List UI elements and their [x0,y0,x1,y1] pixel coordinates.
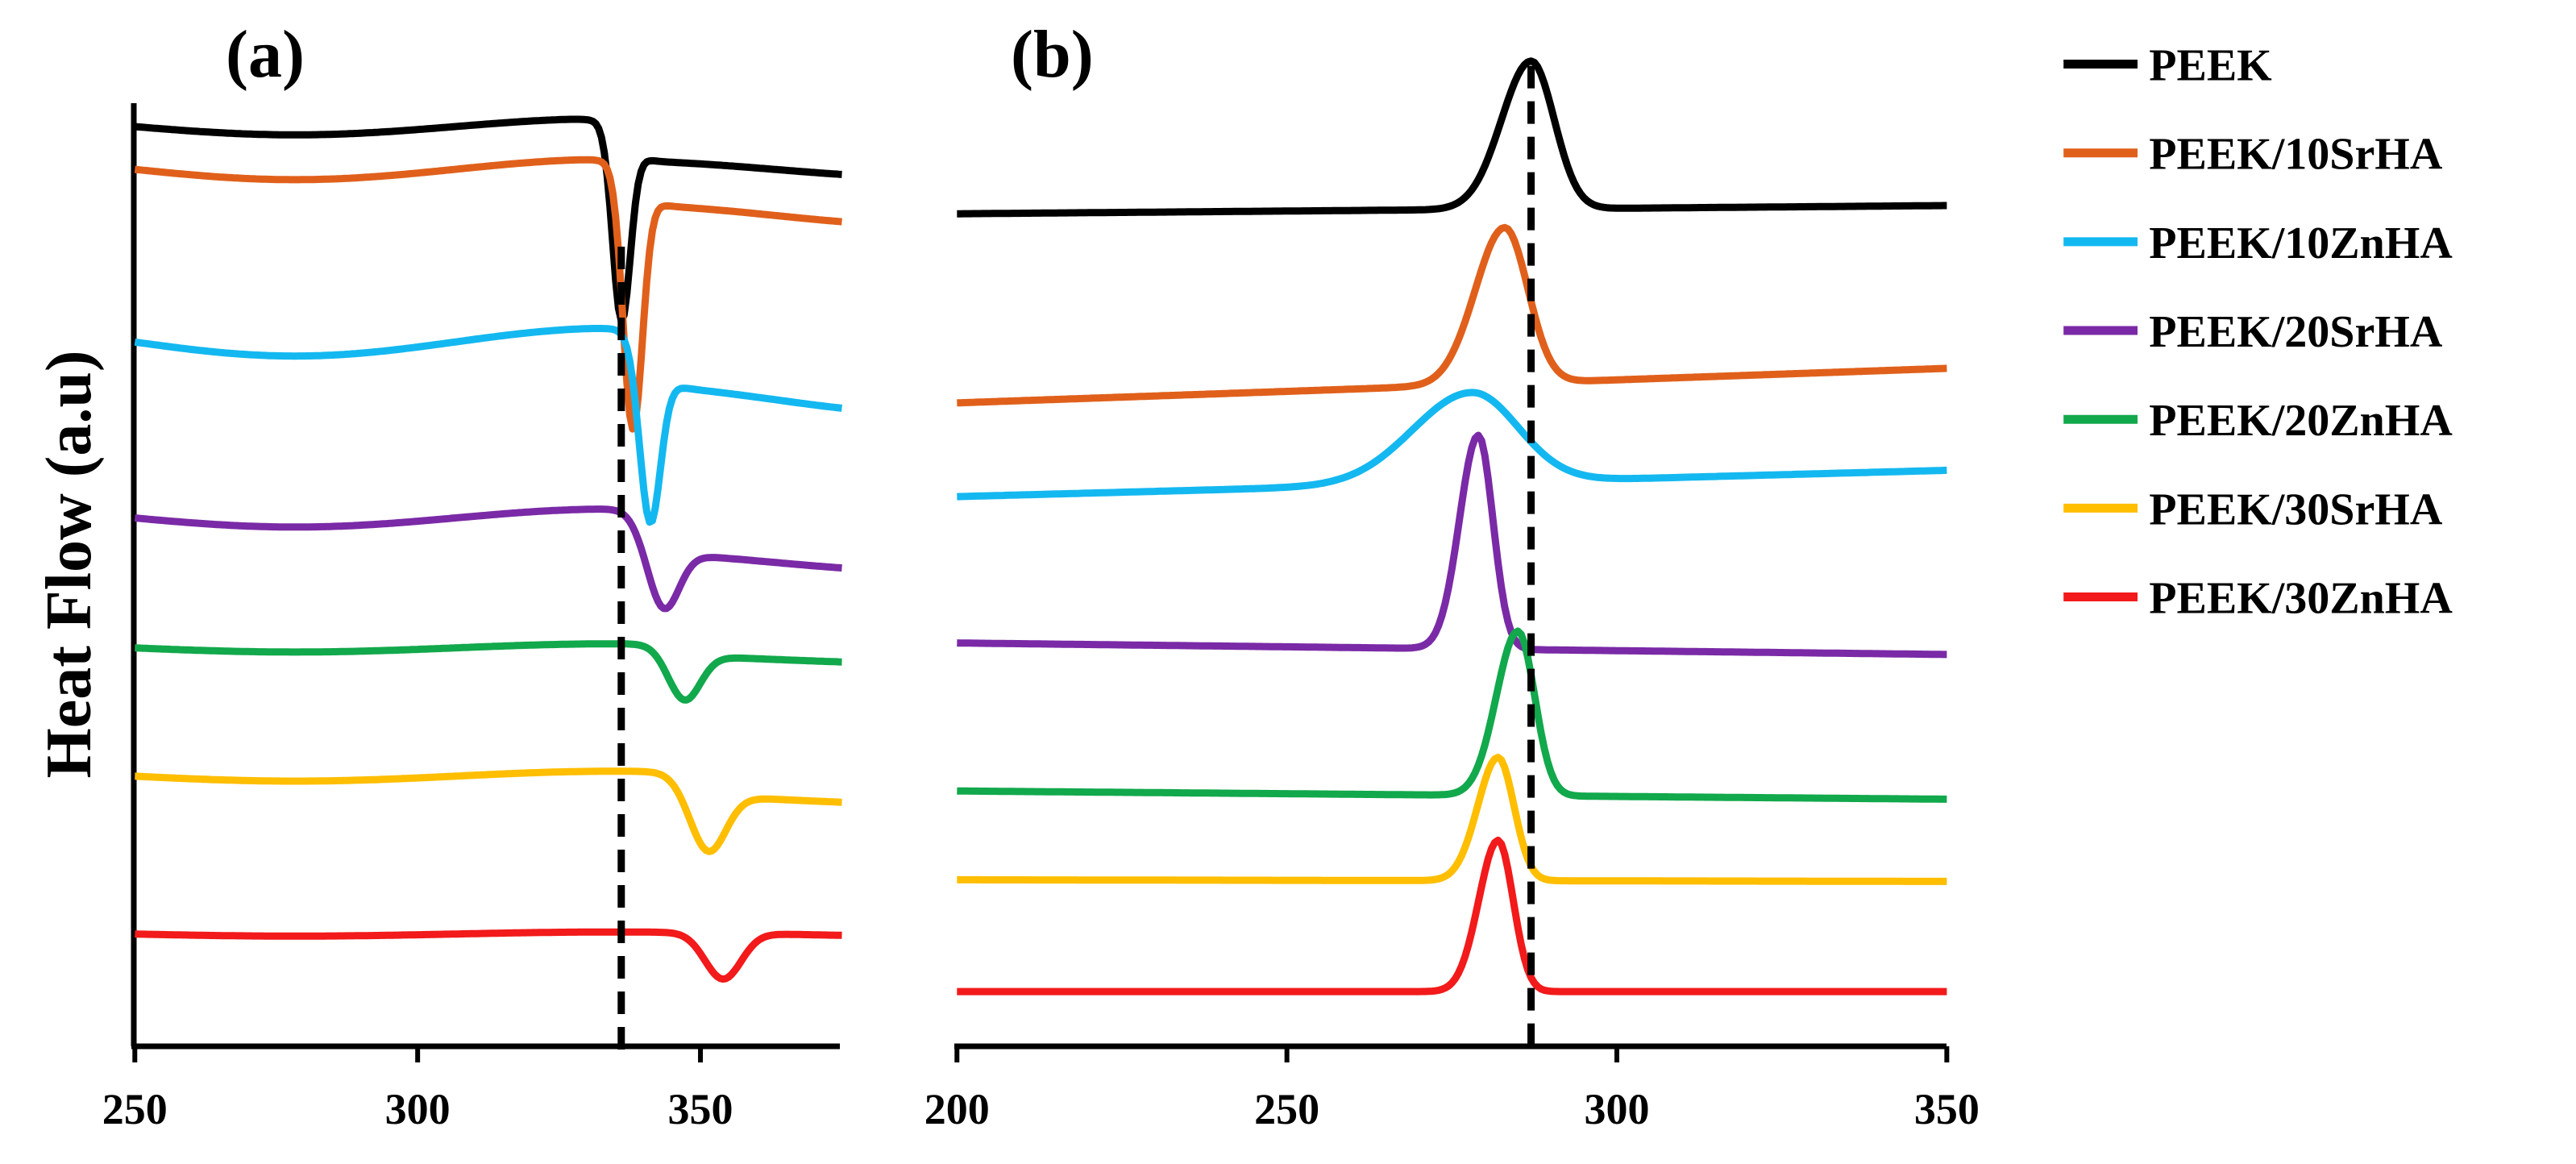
panel-a-series-peek-20znha [134,640,843,704]
legend-item: PEEK/30ZnHA [2063,574,2453,624]
panel-a-label: (a) [226,17,305,92]
panel-b-series-peek-30znha [956,836,1947,996]
panel-b-chart: (b) 200 250 300 350 [924,17,1980,1133]
panel-b-series-peek [956,57,1947,218]
panel-b-series-peek-30srha [956,754,1947,885]
panel-b-series-peek-20srha [956,431,1947,659]
panel-a-series-peek-10srha [134,156,843,433]
legend: PEEK PEEK/10SrHA PEEK/10ZnHA PEEK/20SrHA PEE… [2063,41,2453,624]
legend-label: PEEK/10ZnHA [2149,218,2453,268]
legend-label: PEEK [2149,41,2272,91]
panel-a-x-tick-label: 250 [102,1085,168,1133]
panel-a-x-tick-label: 300 [385,1085,451,1133]
legend-label: PEEK/20ZnHA [2149,396,2453,446]
y-axis-label: Heat Flow (a.u) [34,350,105,778]
panel-a-series-peek [134,115,843,325]
legend-label: PEEK/10SrHA [2149,130,2443,180]
panel-b-series-peek-10znha [956,389,1947,501]
legend-label: PEEK/30SrHA [2149,484,2443,534]
panel-b-label: (b) [1011,17,1094,92]
panel-b-series-peek-10srha [956,223,1947,407]
panel-a-series-peek-30srha [134,767,843,855]
legend-item: PEEK/30SrHA [2063,484,2443,534]
legend-label: PEEK/30ZnHA [2149,574,2453,624]
legend-item: PEEK/10SrHA [2063,130,2443,180]
panel-a-chart: (a) Heat Flow (a.u) 250 300 350 [34,17,843,1133]
panel-b-x-tick-label: 250 [1254,1085,1319,1133]
legend-item: PEEK [2063,41,2272,91]
panel-a-series-peek-10znha [134,325,843,526]
panel-a-series-peek-20srha [134,505,843,613]
panel-b-series-peek-20znha [956,627,1947,803]
legend-label: PEEK/20SrHA [2149,307,2443,357]
panel-b-x-tick-label: 300 [1585,1085,1650,1133]
panel-a-x-tick-label: 350 [668,1085,733,1133]
panel-b-x-tick-label: 200 [924,1085,990,1133]
panel-b-x-tick-label: 350 [1914,1085,1980,1133]
legend-item: PEEK/20ZnHA [2063,396,2453,446]
panel-a-series-peek-30znha [134,928,843,983]
legend-item: PEEK/10ZnHA [2063,218,2453,268]
legend-item: PEEK/20SrHA [2063,307,2443,357]
